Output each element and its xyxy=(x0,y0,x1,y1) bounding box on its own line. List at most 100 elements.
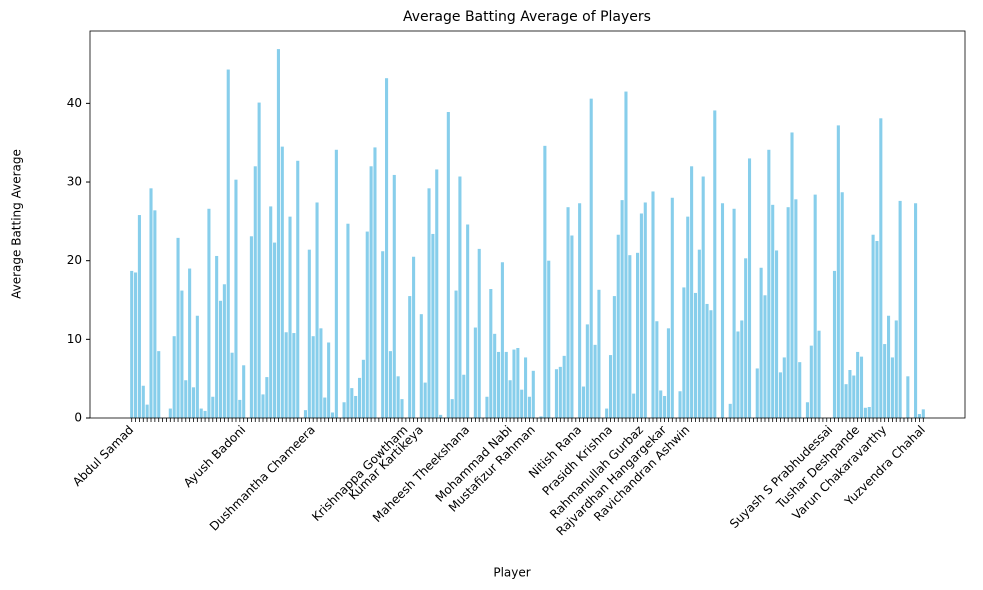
bar xyxy=(693,292,698,418)
bar xyxy=(917,414,921,418)
bar xyxy=(435,169,439,418)
bar xyxy=(261,394,265,418)
bar xyxy=(775,250,779,418)
bar xyxy=(458,176,462,418)
bar xyxy=(898,200,902,418)
bar xyxy=(180,290,184,418)
bar xyxy=(786,207,790,418)
bar xyxy=(203,410,207,418)
bar xyxy=(686,216,690,418)
bar xyxy=(539,416,543,418)
bar xyxy=(157,351,161,418)
bar xyxy=(655,321,659,418)
bar xyxy=(844,384,848,418)
bar xyxy=(489,289,493,418)
bar xyxy=(659,390,663,418)
bar xyxy=(238,399,242,418)
bar xyxy=(381,251,385,418)
y-tick-label: 20 xyxy=(67,253,82,267)
bar xyxy=(875,241,879,418)
bar xyxy=(520,389,524,418)
bar xyxy=(392,174,396,418)
bar xyxy=(323,397,327,418)
plot-frame xyxy=(89,30,966,419)
bar xyxy=(643,202,647,418)
bar xyxy=(562,355,566,418)
bar xyxy=(369,166,373,418)
bar xyxy=(234,179,238,418)
bar xyxy=(516,347,520,418)
bar xyxy=(701,176,705,418)
x-tick-label: Abdul Samad xyxy=(70,423,136,489)
bar xyxy=(215,255,219,418)
bar xyxy=(500,262,504,418)
bar xyxy=(412,256,416,418)
bar xyxy=(813,194,817,418)
bar xyxy=(578,203,582,418)
bar xyxy=(767,149,771,418)
bar xyxy=(713,110,717,418)
bar xyxy=(257,102,261,418)
bar xyxy=(651,191,655,418)
bar xyxy=(697,249,701,418)
bar xyxy=(303,410,308,418)
bar xyxy=(222,284,226,418)
bar xyxy=(597,289,601,418)
bar xyxy=(663,395,667,418)
bar xyxy=(176,237,180,418)
bar xyxy=(836,125,840,418)
bar xyxy=(782,357,786,418)
bar xyxy=(153,210,157,418)
bar xyxy=(747,158,752,419)
bar xyxy=(385,78,389,418)
bar xyxy=(168,408,172,418)
bar xyxy=(832,270,837,418)
bar xyxy=(253,166,257,418)
bar xyxy=(226,69,230,418)
bar xyxy=(690,166,694,418)
bar xyxy=(218,300,223,418)
bar xyxy=(790,132,794,418)
bar xyxy=(354,395,358,418)
bar xyxy=(890,357,894,418)
y-axis-label: Average Batting Average xyxy=(10,149,24,299)
bar xyxy=(273,242,277,418)
bar xyxy=(736,331,740,418)
bar xyxy=(524,357,528,418)
bar xyxy=(427,188,431,418)
bar xyxy=(130,270,134,418)
bar xyxy=(732,208,736,418)
bar xyxy=(744,258,748,418)
bar xyxy=(581,386,586,418)
y-tick-label: 30 xyxy=(67,175,82,189)
bar xyxy=(632,393,636,418)
bar xyxy=(624,91,628,418)
bar xyxy=(848,370,852,418)
bar xyxy=(145,404,149,418)
bar xyxy=(852,375,856,418)
bar xyxy=(207,208,211,418)
bar xyxy=(288,216,292,418)
bar xyxy=(466,224,470,418)
bar xyxy=(778,372,782,418)
bar xyxy=(149,188,153,418)
bar xyxy=(859,356,864,418)
bar xyxy=(666,328,670,418)
bar xyxy=(705,303,709,418)
bar xyxy=(628,255,632,418)
bar xyxy=(388,351,392,418)
bar xyxy=(566,207,570,418)
bar xyxy=(423,382,427,418)
bar xyxy=(141,385,145,418)
bar xyxy=(639,213,643,418)
bar xyxy=(134,272,138,418)
bar xyxy=(188,268,192,418)
bar xyxy=(373,147,377,419)
bar xyxy=(439,414,443,418)
bar xyxy=(863,407,867,418)
bar xyxy=(682,287,686,418)
bar xyxy=(512,349,516,418)
y-tick-label: 0 xyxy=(74,411,82,425)
bar xyxy=(361,359,365,418)
